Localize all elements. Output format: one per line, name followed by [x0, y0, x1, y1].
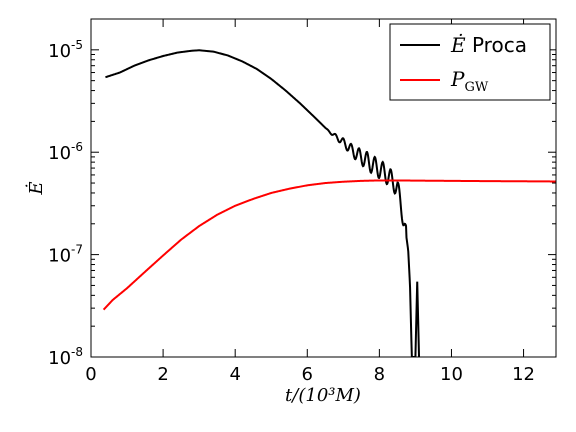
y-tick-label: 10-7: [48, 243, 83, 267]
series-layer: [102, 49, 556, 357]
series-line-proca: [105, 49, 421, 357]
x-tick-label: 4: [229, 364, 240, 385]
legend-label-proca: Ė Proca: [450, 33, 527, 57]
y-tick-label: 10-5: [48, 38, 83, 62]
legend-box: [389, 23, 551, 101]
y-tick-label: 10-6: [48, 140, 83, 164]
series-line-pgw: [102, 179, 556, 311]
x-tick-labels: 0 2 4 6 8 10 12: [85, 364, 535, 385]
x-tick-label: 12: [512, 364, 535, 385]
plot-frame: [90, 18, 557, 358]
y-tick-label: 10-8: [48, 345, 83, 369]
x-tick-label: 6: [302, 364, 313, 385]
x-tick-label: 10: [440, 364, 463, 385]
x-tick-label: 0: [85, 364, 96, 385]
y-tick-labels: 10-8 10-7 10-6 10-5: [48, 38, 83, 369]
x-tick-label: 8: [374, 364, 385, 385]
x-tick-label: 2: [157, 364, 168, 385]
y-axis-label: Ė: [24, 181, 47, 195]
legend-label-pgw: PGW: [450, 67, 489, 95]
legend: Ė Proca PGW: [389, 23, 551, 101]
x-axis-label: t/(10³M): [285, 385, 361, 406]
